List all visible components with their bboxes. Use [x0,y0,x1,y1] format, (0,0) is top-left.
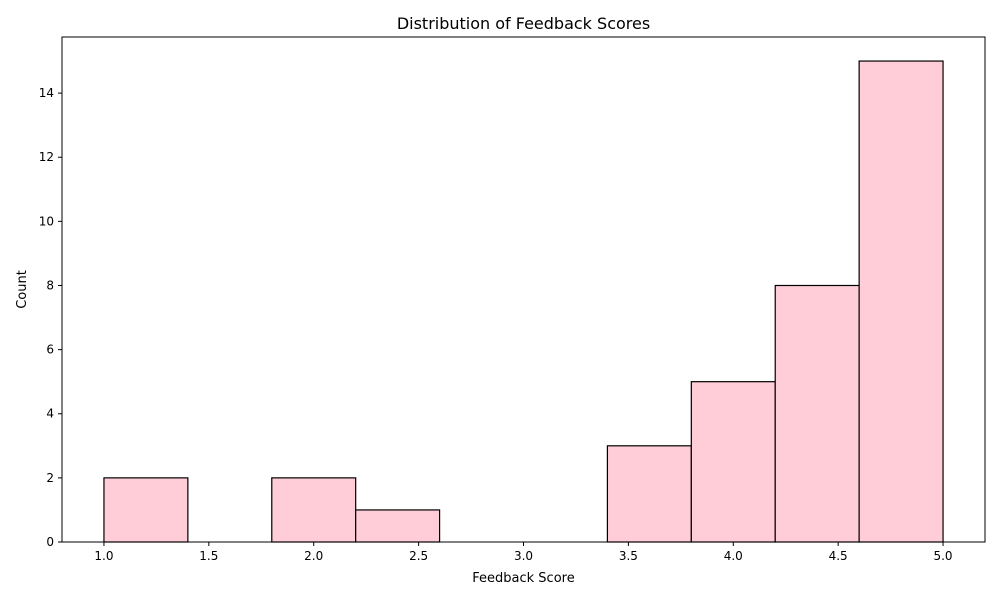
y-tick-label: 14 [39,86,54,100]
y-tick-label: 0 [46,535,54,549]
x-axis-label: Feedback Score [472,571,574,586]
y-tick-label: 8 [46,278,54,292]
histogram-bar [690,381,776,543]
chart-title: Distribution of Feedback Scores [397,14,650,33]
x-tick-label: 2.5 [409,549,428,563]
histogram-bar [355,509,441,543]
y-tick-label: 12 [39,150,54,164]
bars-layer [103,60,944,543]
y-tick-label: 6 [46,343,54,357]
x-tick-label: 1.0 [94,549,113,563]
y-tick-label: 2 [46,471,54,485]
x-tick-label: 4.5 [829,549,848,563]
x-tick-label: 3.0 [514,549,533,563]
y-tick-label: 10 [39,214,54,228]
histogram-bar [774,284,860,543]
y-tick-label: 4 [46,407,54,421]
histogram-bar [271,477,357,543]
plot-frame [61,36,986,543]
histogram-bar [103,477,189,543]
y-axis-label: Count [15,270,30,309]
histogram-bar [606,445,692,543]
ticks-layer: 1.0 1.5 2.0 2.5 3.0 3.5 4.0 4.5 5.0 0 2 4 6 8 10 12 14 [39,86,953,563]
x-tick-label: 4.0 [724,549,743,563]
x-tick-label: 3.5 [619,549,638,563]
x-tick-label: 1.5 [199,549,218,563]
x-tick-label: 5.0 [933,549,952,563]
histogram-bar [858,60,944,543]
x-tick-label: 2.0 [304,549,323,563]
